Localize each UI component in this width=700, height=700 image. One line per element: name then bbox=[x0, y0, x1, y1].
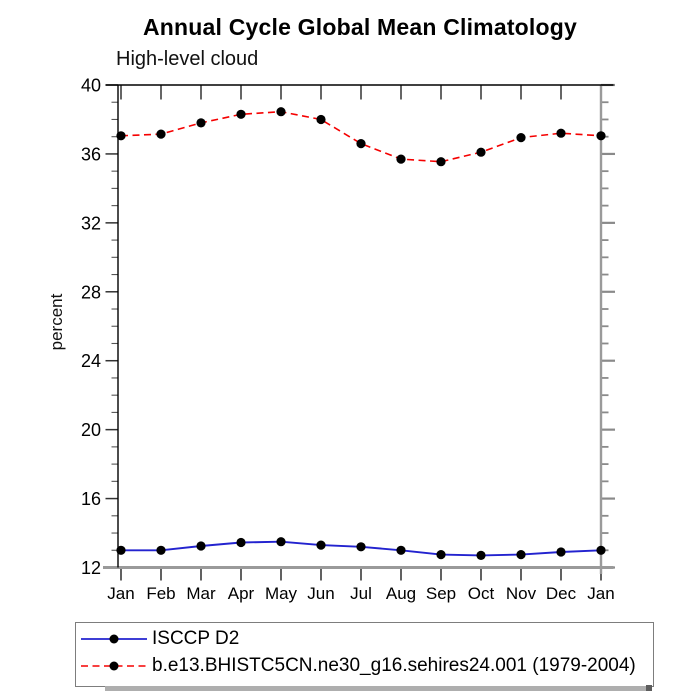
x-tick-label: Jul bbox=[350, 584, 372, 603]
x-tick-label: Sep bbox=[426, 584, 456, 603]
series-1-data-point bbox=[196, 118, 206, 128]
y-tick-label: 20 bbox=[81, 420, 101, 440]
horizontal-scrollbar-end[interactable] bbox=[646, 685, 652, 691]
series-0-data-point bbox=[396, 545, 406, 555]
x-tick-label: Apr bbox=[228, 584, 255, 603]
y-tick-label: 40 bbox=[81, 76, 101, 96]
chart-subtitle: High-level cloud bbox=[116, 48, 259, 70]
x-tick-label: Feb bbox=[146, 584, 175, 603]
series-1-data-point bbox=[556, 128, 566, 138]
series-1-data-point bbox=[316, 114, 326, 125]
series-0-data-point bbox=[116, 545, 126, 555]
x-tick-label: Dec bbox=[546, 584, 577, 603]
x-tick-label: Oct bbox=[468, 584, 495, 603]
series-0-data-point bbox=[356, 542, 366, 552]
legend-sample-0 bbox=[81, 634, 147, 644]
x-tick-label: Mar bbox=[186, 584, 216, 603]
legend-sample-marker-0 bbox=[109, 634, 119, 644]
series-1-data-point bbox=[396, 154, 406, 164]
series-0-data-point bbox=[436, 550, 446, 560]
legend-box: ISCCP D2 b.e13.BHISTC5CN.ne30_g16.sehire… bbox=[75, 622, 654, 687]
legend-label-1: b.e13.BHISTC5CN.ne30_g16.sehires24.001 (… bbox=[152, 655, 636, 676]
series-1-data-point bbox=[236, 109, 246, 119]
legend-sample-1 bbox=[81, 661, 147, 671]
series-1-data-point bbox=[356, 139, 366, 149]
legend-label-0: ISCCP D2 bbox=[152, 628, 240, 649]
x-tick-label: Jan bbox=[587, 584, 614, 603]
series-0-data-point bbox=[316, 540, 326, 550]
series-0-data-point bbox=[556, 547, 566, 557]
series-1-data-point bbox=[276, 107, 286, 117]
horizontal-scrollbar-track[interactable] bbox=[105, 686, 646, 691]
x-tick-label: Nov bbox=[506, 584, 537, 603]
y-tick-label: 32 bbox=[81, 213, 101, 233]
series-0-data-point bbox=[156, 545, 166, 555]
x-tick-label: May bbox=[265, 584, 298, 603]
y-tick-label: 28 bbox=[81, 282, 101, 302]
series-0-data-point bbox=[276, 537, 286, 547]
series-1-data-point bbox=[476, 147, 486, 157]
series-1-data-point bbox=[516, 133, 526, 143]
series-0-data-point bbox=[476, 550, 486, 561]
series-1-data-point bbox=[156, 129, 166, 139]
series-0-data-point bbox=[196, 541, 206, 551]
series-0-data-point bbox=[516, 550, 526, 560]
x-tick-label: Jun bbox=[307, 584, 334, 603]
legend-item-isccp-d2: ISCCP D2 bbox=[79, 628, 239, 650]
series-0-data-point bbox=[596, 545, 606, 555]
legend-item-model-run: b.e13.BHISTC5CN.ne30_g16.sehires24.001 (… bbox=[79, 655, 636, 677]
x-tick-label: Aug bbox=[386, 584, 416, 603]
series-0-data-point bbox=[236, 537, 246, 548]
series-1-data-point bbox=[116, 131, 126, 141]
y-tick-label: 36 bbox=[81, 144, 101, 164]
series-1-data-point bbox=[596, 131, 606, 141]
series-1-data-point bbox=[436, 157, 446, 167]
y-tick-label: 12 bbox=[81, 558, 101, 578]
chart-title: Annual Cycle Global Mean Climatology bbox=[142, 14, 578, 40]
chart-canvas: 12 16 20 24 28 32 36 40 Jan Feb Mar Apr May Jun Jul Aug… bbox=[81, 76, 615, 603]
legend-sample-marker-1 bbox=[109, 661, 119, 671]
y-tick-label: 24 bbox=[81, 351, 101, 371]
x-tick-label: Jan bbox=[107, 584, 134, 603]
y-tick-label: 16 bbox=[81, 489, 101, 509]
series-line-1 bbox=[120, 110, 602, 163]
